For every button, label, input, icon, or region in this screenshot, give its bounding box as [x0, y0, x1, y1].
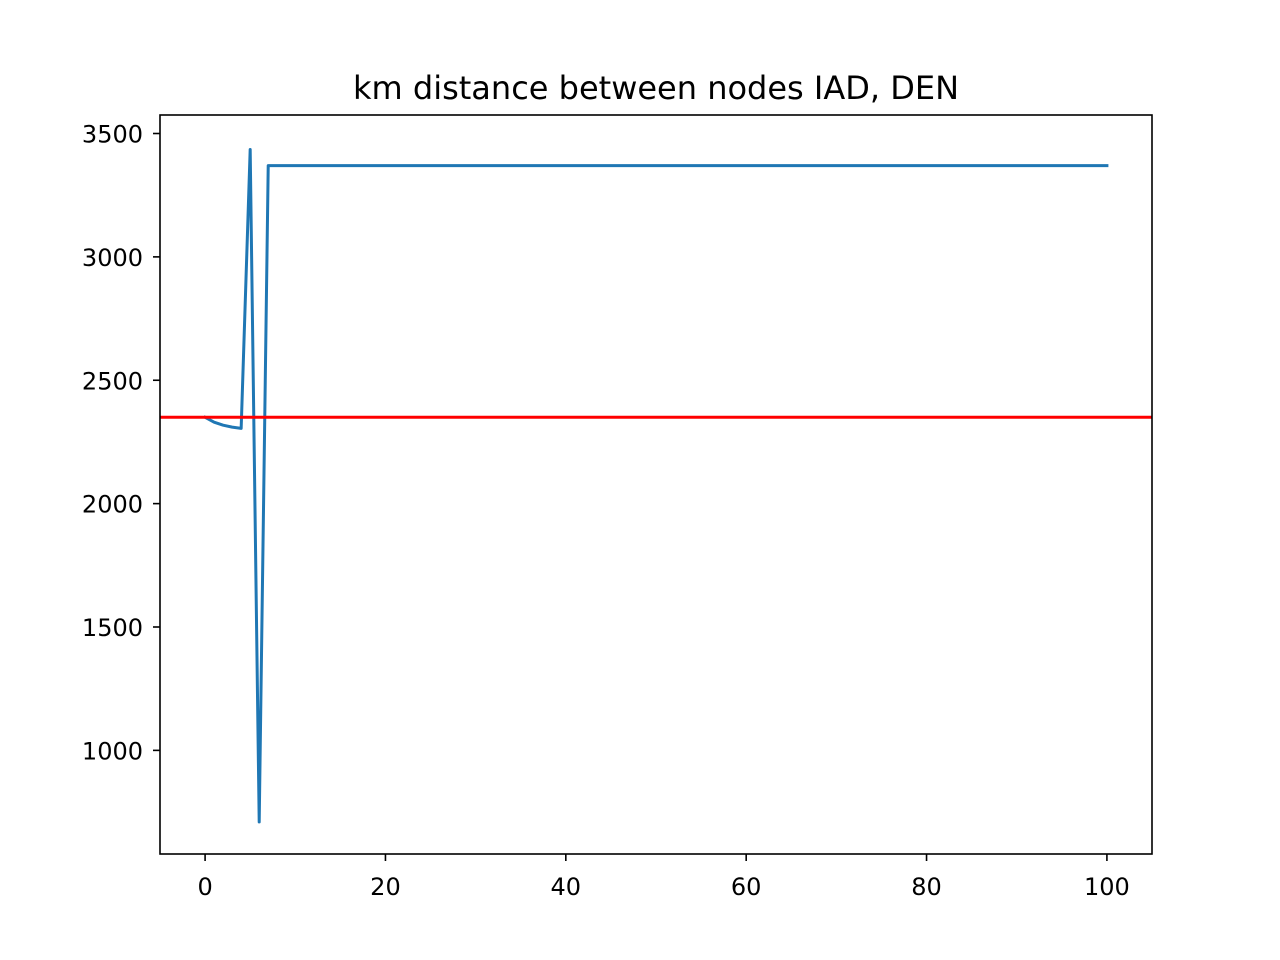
x-tick-label: 60: [731, 873, 762, 901]
y-tick-label: 2000: [82, 491, 143, 519]
series-line-0: [203, 148, 1109, 824]
x-tick-label: 80: [911, 873, 942, 901]
x-tick-label: 40: [551, 873, 582, 901]
axes: 0 20 40 60 80 100 1000 1500 2000 2500 3000 3500: [82, 114, 1153, 901]
x-tick-label: 0: [197, 873, 212, 901]
plot-area: [160, 148, 1152, 824]
x-tick-label: 100: [1084, 873, 1130, 901]
y-tick-label: 3500: [82, 121, 143, 149]
y-tick-label: 1500: [82, 614, 143, 642]
y-tick-label: 2500: [82, 367, 143, 395]
plot-frame: [159, 114, 1153, 855]
y-tick-label: 1000: [82, 737, 143, 765]
x-tick-label: 20: [370, 873, 401, 901]
y-tick-label: 3000: [82, 244, 143, 272]
chart-title: km distance between nodes IAD, DEN: [353, 69, 959, 107]
